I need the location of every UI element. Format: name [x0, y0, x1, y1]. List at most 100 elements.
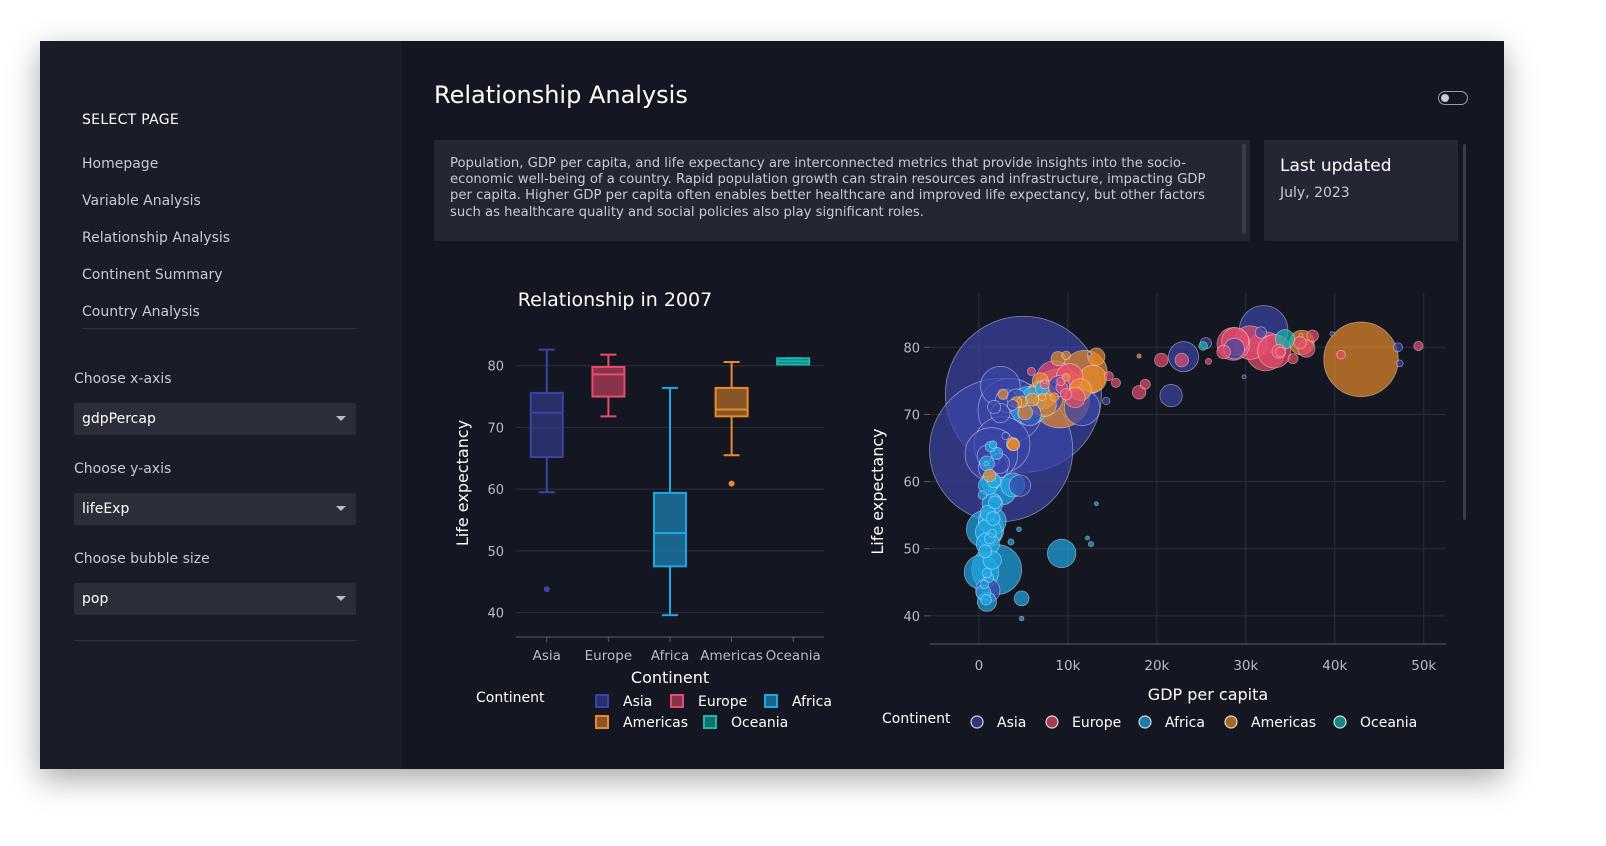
point-europe — [1205, 357, 1212, 365]
x-tick-label: 40k — [1322, 658, 1347, 674]
y-tick-label: 70 — [903, 408, 920, 423]
point-asia — [1008, 474, 1032, 497]
point-europe — [1131, 385, 1147, 400]
point-africa — [988, 495, 1002, 510]
point-africa — [977, 490, 988, 500]
x-tick-label: Europe — [585, 648, 632, 664]
x-axis-value: gdpPercap — [82, 411, 156, 427]
description-scrollbar[interactable] — [1242, 144, 1246, 234]
point-asia — [987, 400, 1002, 415]
box-africa — [653, 491, 687, 568]
description-card: Population, GDP per capita, and life exp… — [434, 140, 1250, 241]
main-scrollbar[interactable] — [1463, 144, 1466, 520]
y-tick-label: 80 — [487, 360, 504, 375]
point-europe — [1154, 352, 1169, 368]
point-asia — [1329, 331, 1335, 337]
scatter-chart: 40 50 60 70 80 0 10k 20k 30k 40k 50k GDP per capita… — [868, 293, 1446, 731]
x-axis-title: GDP per capita — [1148, 685, 1268, 704]
x-tick-label: 10k — [1055, 658, 1080, 674]
point-americas — [1007, 438, 1021, 452]
point-africa — [1087, 540, 1095, 548]
nav-item-variable-analysis[interactable]: Variable Analysis — [82, 193, 201, 209]
x-axis-title: Continent — [631, 668, 709, 687]
x-tick-label: 30k — [1233, 658, 1258, 674]
point-asia — [1395, 359, 1404, 368]
point-asia — [1241, 374, 1247, 380]
point-africa — [1085, 535, 1090, 541]
point-americas — [1087, 347, 1106, 366]
legend-label-europe: Europe — [698, 694, 747, 710]
point-africa — [980, 594, 992, 606]
point-africa — [985, 511, 1001, 526]
point-europe — [1306, 329, 1319, 343]
point-africa — [1007, 538, 1015, 546]
point-africa — [988, 440, 998, 449]
legend-marker-europe — [1045, 715, 1059, 729]
legend-label-asia: Asia — [623, 694, 652, 710]
y-tick-label: 50 — [903, 543, 920, 558]
nav-divider — [82, 328, 356, 329]
point-europe — [1060, 388, 1073, 401]
point-americas — [1136, 353, 1142, 359]
x-tick-label: 50k — [1411, 658, 1436, 674]
x-tick-label: Oceania — [766, 648, 821, 664]
theme-toggle[interactable] — [1438, 91, 1468, 105]
point-africa — [1013, 590, 1030, 607]
point-europe — [1139, 378, 1151, 390]
nav-item-continent-summary[interactable]: Continent Summary — [82, 267, 223, 283]
x-tick-label: Asia — [533, 648, 561, 664]
point-africa — [981, 567, 993, 579]
legend-label-americas: Americas — [623, 715, 688, 731]
point-americas — [982, 468, 997, 483]
y-tick-label: 60 — [487, 483, 504, 498]
point-africa — [987, 528, 997, 538]
last-updated-card: Last updated July, 2023 — [1264, 140, 1458, 241]
nav-item-homepage[interactable]: Homepage — [82, 156, 159, 172]
bubble-size-value: pop — [82, 591, 109, 607]
point-europe — [1287, 353, 1299, 365]
y-tick-label: 40 — [903, 610, 920, 625]
legend-label-oceania: Oceania — [731, 715, 788, 731]
point-oceania — [1198, 341, 1208, 351]
nav-title: SELECT PAGE — [82, 112, 180, 128]
point-asia — [1392, 342, 1403, 353]
legend-swatch-europe — [670, 694, 684, 708]
point-europe — [1298, 332, 1304, 338]
legend-label-oceania: Oceania — [1360, 715, 1417, 731]
point-asia — [1159, 384, 1183, 408]
point-africa — [983, 460, 989, 467]
legend-swatch-asia — [595, 694, 609, 708]
y-axis-dropdown[interactable]: lifeExp — [74, 493, 356, 525]
last-updated-title: Last updated — [1280, 156, 1392, 176]
point-africa — [979, 579, 989, 589]
chart-title: Relationship in 2007 — [518, 289, 712, 311]
nav-item-relationship-analysis[interactable]: Relationship Analysis — [82, 230, 231, 246]
legend-title: Continent — [882, 711, 951, 727]
description-text: Population, GDP per capita, and life exp… — [450, 156, 1206, 220]
legend-swatch-oceania — [703, 715, 717, 729]
box-europe — [591, 365, 626, 398]
legend-marker-oceania — [1333, 715, 1347, 729]
point-europe — [1042, 379, 1048, 384]
sidebar: SELECT PAGE Homepage Variable Analysis R… — [40, 41, 402, 769]
legend-label-asia: Asia — [997, 715, 1026, 731]
controls-divider — [74, 640, 356, 641]
point-africa — [978, 544, 993, 559]
nav-item-country-analysis[interactable]: Country Analysis — [82, 304, 200, 320]
x-axis-dropdown[interactable]: gdpPercap — [74, 403, 356, 435]
point-asia — [1086, 351, 1092, 357]
point-europe — [1275, 346, 1286, 358]
legend-label-africa: Africa — [792, 694, 832, 710]
point-americas — [1323, 321, 1399, 398]
y-tick-label: 50 — [487, 545, 504, 560]
page-title: Relationship Analysis — [434, 81, 688, 109]
bubble-size-dropdown[interactable]: pop — [74, 583, 356, 615]
x-axis-label: Choose x-axis — [74, 371, 172, 387]
legend-label-africa: Africa — [1165, 715, 1205, 731]
point-americas — [997, 388, 1009, 400]
outlier-asia — [543, 586, 550, 593]
point-europe — [1110, 377, 1121, 388]
point-europe — [1056, 377, 1066, 387]
x-tick-label: Africa — [651, 648, 690, 664]
legend-label-americas: Americas — [1251, 715, 1316, 731]
